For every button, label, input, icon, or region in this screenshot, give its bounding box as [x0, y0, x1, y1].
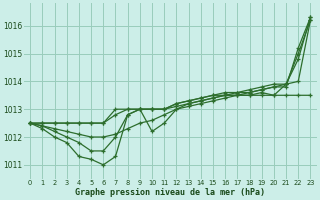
- X-axis label: Graphe pression niveau de la mer (hPa): Graphe pression niveau de la mer (hPa): [75, 188, 265, 197]
